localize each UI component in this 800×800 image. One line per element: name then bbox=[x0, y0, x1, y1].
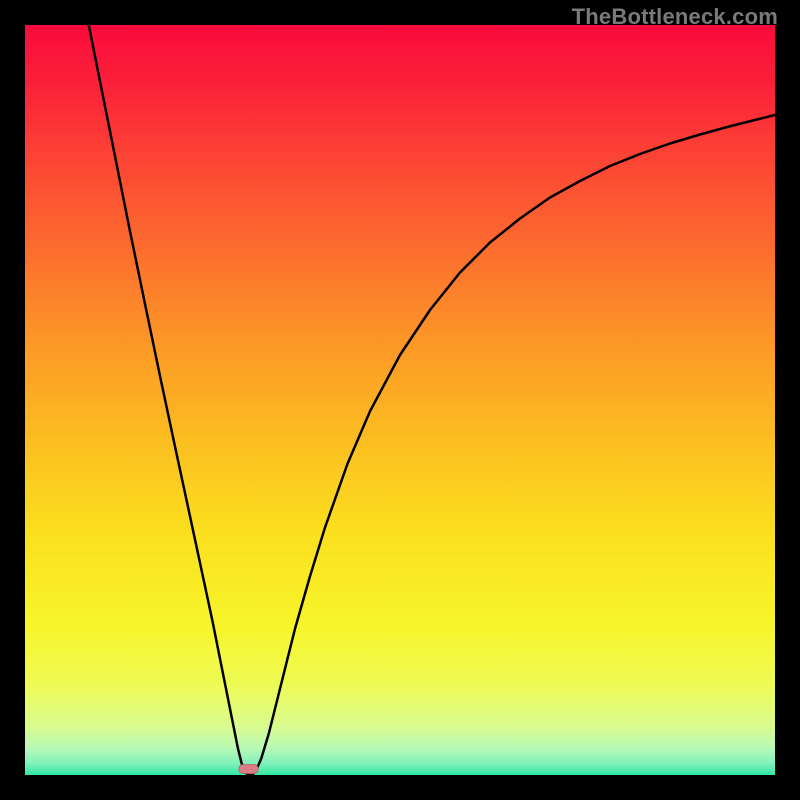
plot-svg bbox=[25, 25, 775, 775]
gradient-background bbox=[25, 25, 775, 775]
minimum-marker bbox=[239, 765, 259, 774]
chart-frame: TheBottleneck.com bbox=[0, 0, 800, 800]
plot-area bbox=[25, 25, 775, 775]
